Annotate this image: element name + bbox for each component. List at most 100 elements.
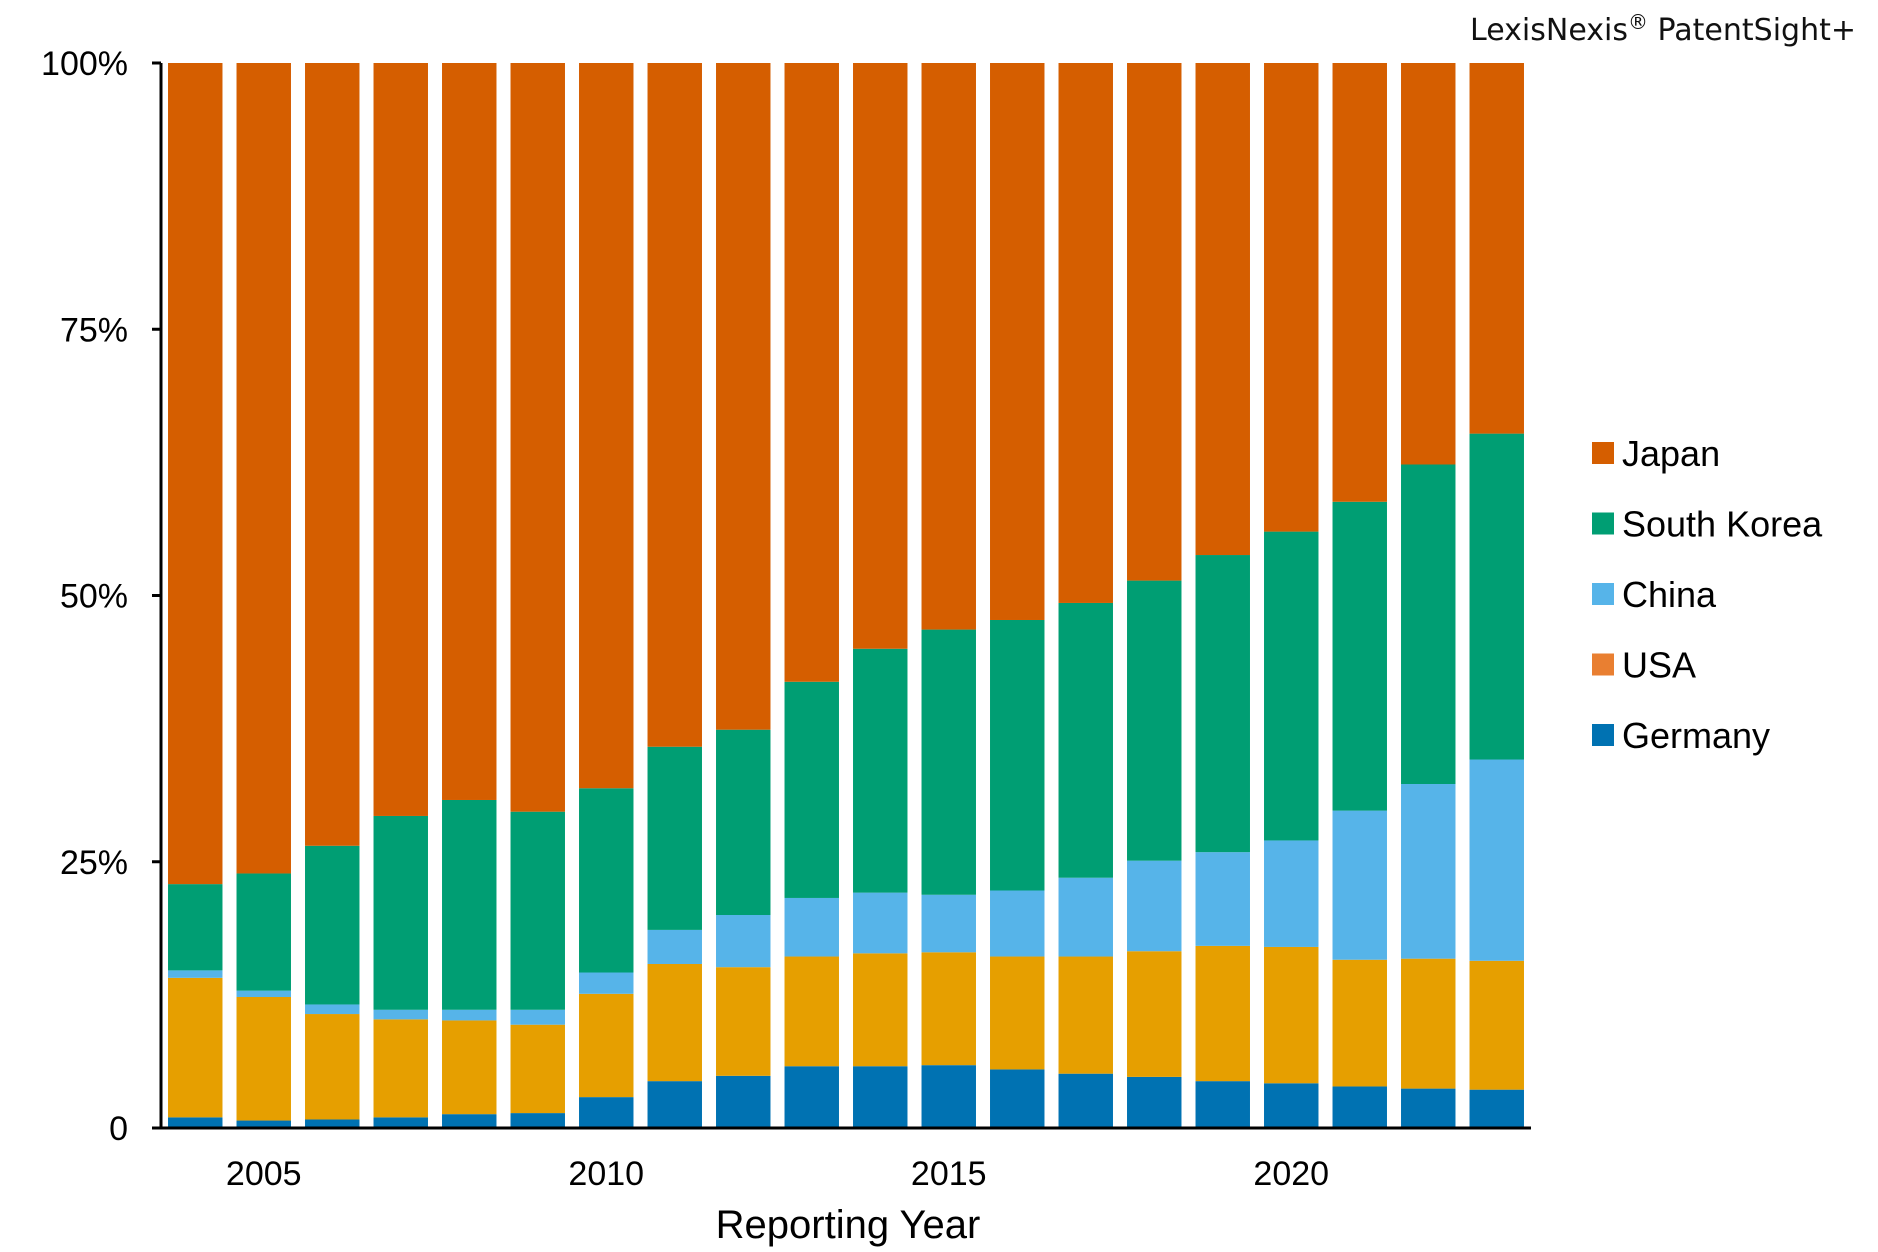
bar-south-korea-2019: [1195, 555, 1250, 853]
bar-south-korea-2015: [921, 629, 976, 895]
bar-usa-2016: [990, 956, 1045, 1070]
bar-south-korea-2020: [1264, 531, 1319, 841]
bar-germany-2008: [442, 1114, 497, 1128]
bar-germany-2004: [168, 1117, 223, 1128]
bar-germany-2007: [373, 1117, 428, 1128]
bar-germany-2014: [853, 1066, 908, 1128]
x-tick-label: 2010: [568, 1155, 644, 1193]
bar-usa-2017: [1058, 956, 1113, 1074]
bar-japan-2011: [647, 63, 702, 747]
bar-japan-2014: [853, 63, 908, 649]
bar-china-2012: [716, 915, 771, 968]
x-axis-title: Reporting Year: [716, 1203, 981, 1247]
bar-south-korea-2004: [168, 884, 223, 971]
bar-china-2015: [921, 894, 976, 953]
bar-japan-2019: [1195, 63, 1250, 556]
bar-china-2005: [236, 990, 291, 998]
bar-china-2017: [1058, 877, 1113, 957]
bar-japan-2010: [579, 63, 634, 789]
bar-japan-2012: [716, 63, 771, 730]
bar-germany-2006: [305, 1119, 360, 1128]
y-tick-label: 50%: [60, 578, 128, 616]
bar-south-korea-2009: [510, 811, 565, 1010]
bar-japan-2005: [236, 63, 291, 874]
bar-usa-2006: [305, 1014, 360, 1120]
bar-south-korea-2008: [442, 799, 497, 1010]
bar-china-2021: [1332, 810, 1387, 960]
legend-swatch-germany: [1592, 724, 1614, 746]
y-tick-label: 100%: [41, 45, 128, 83]
x-tick-label: 2020: [1253, 1155, 1329, 1193]
x-ticks-group: 2005 2010 2015 2020: [226, 1155, 1329, 1193]
brand-product: PatentSight+: [1657, 13, 1856, 48]
brand-watermark: LexisNexis® PatentSight+: [1470, 10, 1856, 48]
bar-usa-2019: [1195, 945, 1250, 1082]
bar-germany-2013: [784, 1066, 839, 1128]
bar-japan-2016: [990, 63, 1045, 620]
y-tick-label: 75%: [60, 311, 128, 349]
bar-usa-2014: [853, 953, 908, 1067]
legend-label-japan: Japan: [1622, 433, 1720, 474]
bar-south-korea-2010: [579, 788, 634, 973]
bar-japan-2009: [510, 63, 565, 812]
bar-germany-2009: [510, 1113, 565, 1128]
y-tick-label: 0: [109, 1110, 128, 1148]
bar-japan-2023: [1469, 63, 1524, 434]
bar-japan-2017: [1058, 63, 1113, 603]
bar-usa-2010: [579, 993, 634, 1098]
bar-china-2019: [1195, 852, 1250, 946]
bar-usa-2004: [168, 977, 223, 1118]
bar-germany-2021: [1332, 1086, 1387, 1128]
legend-swatch-south-korea: [1592, 512, 1614, 535]
bar-germany-2022: [1401, 1088, 1456, 1128]
bar-usa-2021: [1332, 959, 1387, 1087]
bar-usa-2009: [510, 1024, 565, 1114]
legend-swatch-japan: [1592, 442, 1614, 464]
bar-china-2011: [647, 929, 702, 964]
bar-usa-2020: [1264, 946, 1319, 1084]
bar-germany-2018: [1127, 1076, 1182, 1128]
bar-south-korea-2016: [990, 619, 1045, 891]
bar-usa-2007: [373, 1019, 428, 1118]
x-tick-label: 2015: [911, 1155, 987, 1193]
bar-japan-2008: [442, 63, 497, 800]
bar-germany-2015: [921, 1065, 976, 1128]
legend-label-south-korea: South Korea: [1622, 504, 1823, 545]
bar-china-2014: [853, 892, 908, 954]
legend-swatch-china: [1592, 583, 1614, 605]
bar-germany-2023: [1469, 1089, 1524, 1128]
bar-south-korea-2022: [1401, 464, 1456, 784]
bar-china-2006: [305, 1004, 360, 1015]
bar-china-2018: [1127, 860, 1182, 952]
bar-south-korea-2014: [853, 648, 908, 893]
bar-china-2020: [1264, 840, 1319, 947]
bar-japan-2007: [373, 63, 428, 816]
legend-label-china: China: [1622, 574, 1717, 615]
bar-germany-2005: [236, 1120, 291, 1128]
bar-south-korea-2011: [647, 746, 702, 930]
bar-china-2009: [510, 1009, 565, 1025]
brand-registered-mark: ®: [1627, 10, 1648, 34]
bar-germany-2016: [990, 1069, 1045, 1128]
bar-germany-2020: [1264, 1083, 1319, 1128]
y-tick-label: 25%: [60, 844, 128, 882]
bar-south-korea-2017: [1058, 602, 1113, 878]
bar-germany-2012: [716, 1075, 771, 1128]
legend-label-germany: Germany: [1622, 715, 1770, 756]
bar-usa-2015: [921, 952, 976, 1066]
bar-japan-2004: [168, 63, 223, 885]
bar-china-2004: [168, 970, 223, 978]
bar-usa-2005: [236, 997, 291, 1121]
axes-group: [159, 63, 1531, 1130]
bar-japan-2021: [1332, 63, 1387, 502]
bar-china-2022: [1401, 784, 1456, 959]
bar-china-2023: [1469, 759, 1524, 961]
bar-japan-2006: [305, 63, 360, 846]
x-tick-label: 2005: [226, 1155, 302, 1193]
bar-china-2016: [990, 890, 1045, 957]
bar-south-korea-2013: [784, 681, 839, 898]
legend-label-usa: USA: [1622, 645, 1696, 686]
bar-germany-2017: [1058, 1073, 1113, 1128]
bar-south-korea-2012: [716, 729, 771, 915]
